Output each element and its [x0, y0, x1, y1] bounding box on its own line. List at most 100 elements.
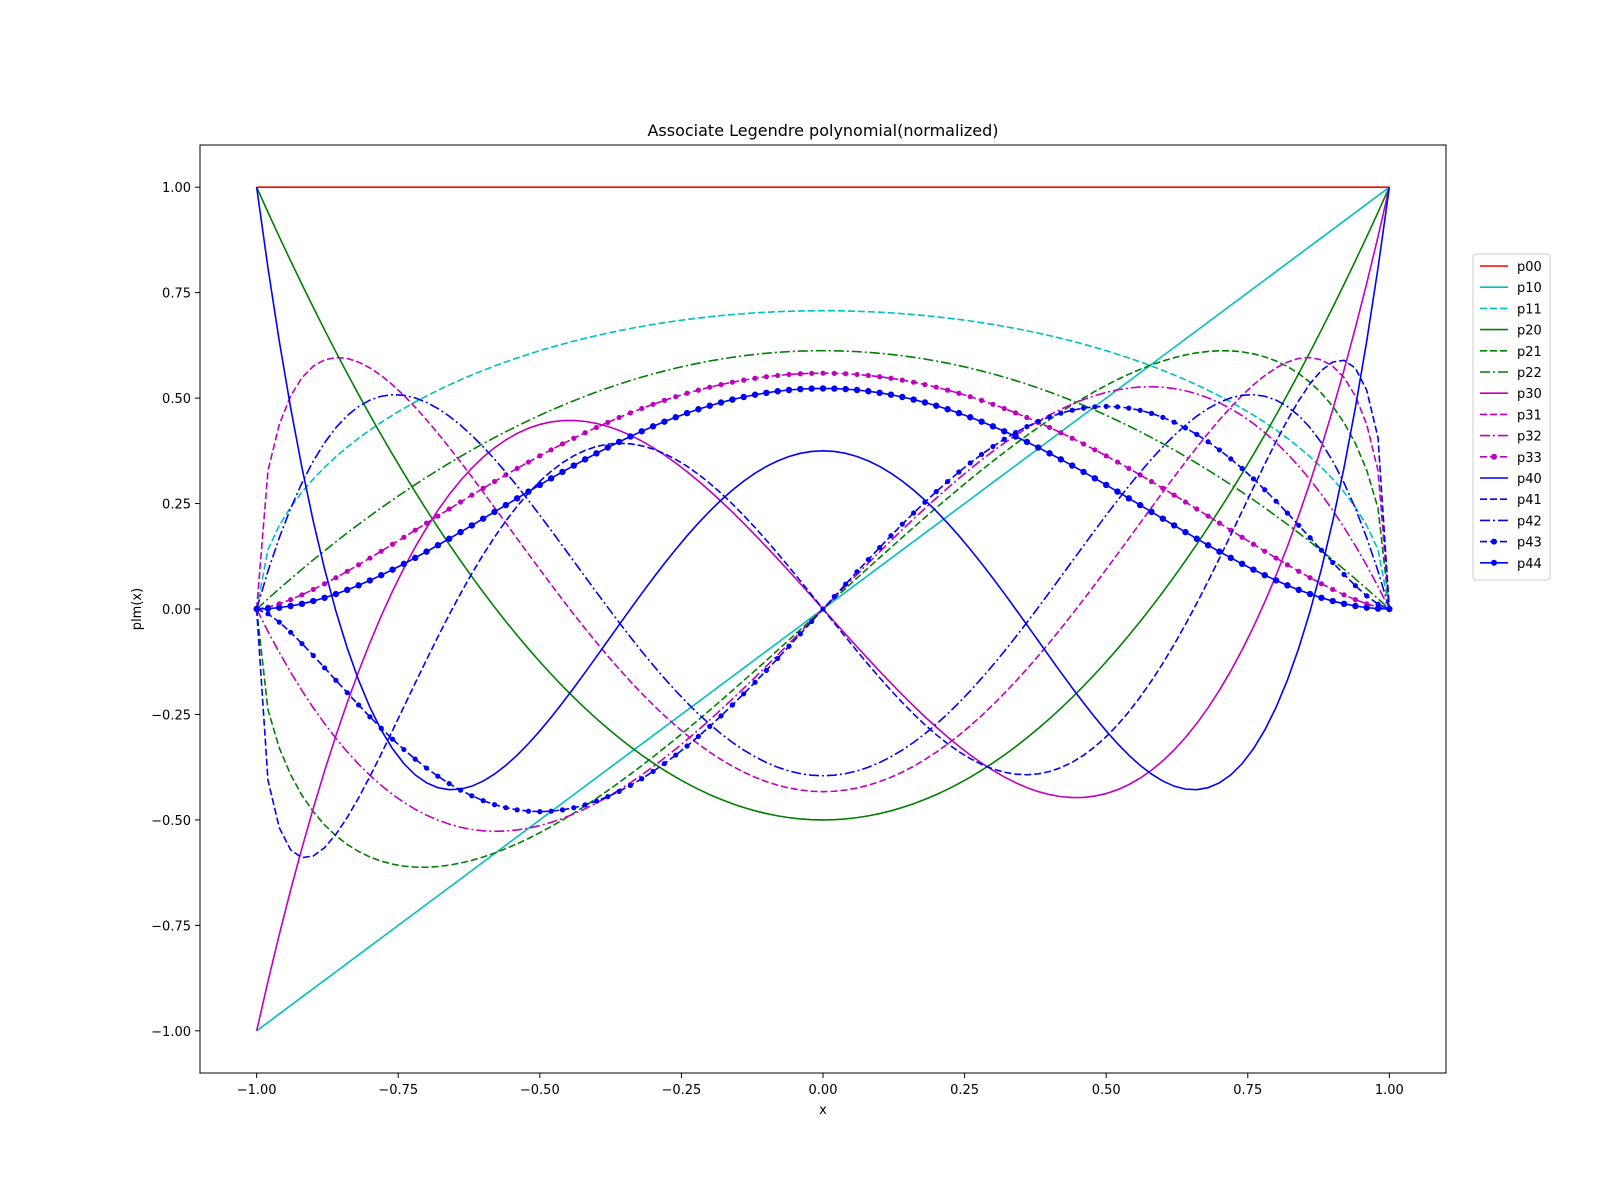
series-marker-p43: [775, 655, 781, 662]
x-tick-label: −0.25: [661, 1083, 701, 1098]
legend-label-p20: p20: [1517, 324, 1542, 339]
legend-label-p21: p21: [1517, 345, 1542, 360]
x-tick-label: 0.75: [1233, 1083, 1262, 1098]
series-marker-p44: [378, 571, 385, 579]
series-marker-p44: [649, 423, 657, 430]
series-marker-p33: [412, 527, 418, 533]
series-marker-p44: [1352, 602, 1359, 610]
series-marker-p33: [990, 401, 996, 407]
series-marker-p33: [752, 375, 758, 381]
series-marker-p43: [378, 725, 384, 731]
series-marker-p44: [797, 385, 804, 393]
legend-label-p30: p30: [1517, 387, 1542, 402]
series-marker-p43: [945, 478, 951, 485]
series-marker-p33: [877, 374, 883, 380]
series-line-p11: [255, 309, 1391, 610]
series-marker-p33: [1352, 597, 1358, 603]
series-marker-p33: [537, 453, 543, 459]
series-marker-p33: [820, 370, 826, 376]
series-marker-p33: [1126, 465, 1132, 472]
series-marker-p33: [854, 371, 860, 378]
series-marker-p44: [853, 386, 861, 394]
series-marker-p33: [775, 372, 781, 379]
series-marker-p44: [785, 386, 793, 394]
series-marker-p33: [1024, 414, 1030, 421]
series-marker-p43: [786, 643, 792, 649]
series-marker-p33: [1114, 459, 1121, 465]
series-marker-p33: [978, 397, 985, 403]
legend-label-p44: p44: [1517, 557, 1542, 572]
series-marker-p33: [1262, 548, 1268, 554]
series-marker-p43: [899, 521, 905, 527]
series-marker-p43: [1182, 425, 1189, 431]
series-marker-p44: [1318, 594, 1325, 601]
series-marker-p43: [684, 743, 690, 749]
series-marker-p33: [1137, 472, 1143, 478]
series-marker-p33: [741, 377, 747, 383]
series-marker-p44: [1216, 548, 1223, 555]
series-marker-p44: [1295, 586, 1302, 594]
series-marker-p43: [990, 443, 996, 450]
series-marker-p33: [322, 581, 328, 587]
series-marker-p44: [1136, 501, 1144, 509]
series-marker-p33: [548, 447, 554, 453]
series-marker-p33: [389, 541, 396, 547]
series-marker-p33: [344, 568, 350, 574]
series-marker-p44: [570, 462, 577, 469]
series-marker-p44: [910, 396, 917, 403]
series-marker-p43: [265, 611, 271, 617]
series-marker-p33: [786, 371, 792, 378]
series-marker-p33: [707, 384, 713, 390]
series-marker-p44: [763, 389, 770, 397]
series-marker-p33: [605, 419, 611, 425]
legend-label-p22: p22: [1517, 366, 1542, 381]
series-marker-p33: [1171, 492, 1177, 498]
series-marker-p33: [435, 513, 441, 519]
series-marker-p44: [842, 385, 849, 393]
series-marker-p44: [389, 566, 396, 573]
series-marker-p33: [797, 371, 803, 377]
series-marker-p44: [717, 399, 725, 406]
x-tick-label: −1.00: [237, 1083, 277, 1098]
series-marker-p43: [276, 619, 282, 625]
series-marker-p44: [479, 515, 487, 522]
series-marker-p44: [536, 481, 544, 489]
series-marker-p43: [1080, 405, 1087, 411]
series-marker-p33: [1058, 430, 1064, 436]
series-marker-p43: [310, 652, 316, 659]
series-marker-p33: [423, 520, 430, 526]
series-marker-p43: [741, 691, 747, 697]
legend-marker-p43: [1491, 538, 1497, 545]
series-marker-p43: [627, 782, 634, 789]
series-marker-p43: [1262, 487, 1268, 493]
series-marker-p44: [1374, 605, 1382, 612]
series-marker-p44: [412, 554, 419, 562]
series-line-p32: [255, 385, 1391, 833]
series-marker-p43: [412, 756, 418, 762]
series-marker-p44: [967, 414, 974, 421]
series-marker-p33: [1307, 575, 1313, 581]
series-marker-p44: [446, 535, 453, 542]
y-tick-label: −0.75: [151, 919, 191, 934]
series-marker-p43: [1092, 404, 1098, 410]
series-marker-p44: [672, 414, 679, 421]
series-marker-p43: [650, 768, 656, 775]
series-marker-p43: [707, 723, 713, 729]
series-marker-p43: [1171, 419, 1177, 425]
series-marker-p33: [661, 397, 668, 403]
series-marker-p43: [322, 665, 328, 671]
series-marker-p43: [1126, 405, 1132, 411]
series-marker-p43: [582, 802, 588, 808]
series-marker-p44: [1023, 438, 1031, 446]
series-marker-p44: [1340, 600, 1348, 607]
series-marker-p43: [843, 581, 849, 587]
series-marker-p33: [1250, 541, 1257, 547]
series-marker-p44: [706, 402, 713, 409]
series-marker-p33: [1194, 506, 1200, 512]
x-axis-label: x: [819, 1103, 827, 1118]
series-marker-p43: [423, 765, 430, 771]
series-marker-p44: [1170, 522, 1178, 529]
series-line-p20: [255, 186, 1391, 821]
series-marker-p43: [288, 629, 294, 635]
series-marker-p33: [288, 597, 294, 603]
